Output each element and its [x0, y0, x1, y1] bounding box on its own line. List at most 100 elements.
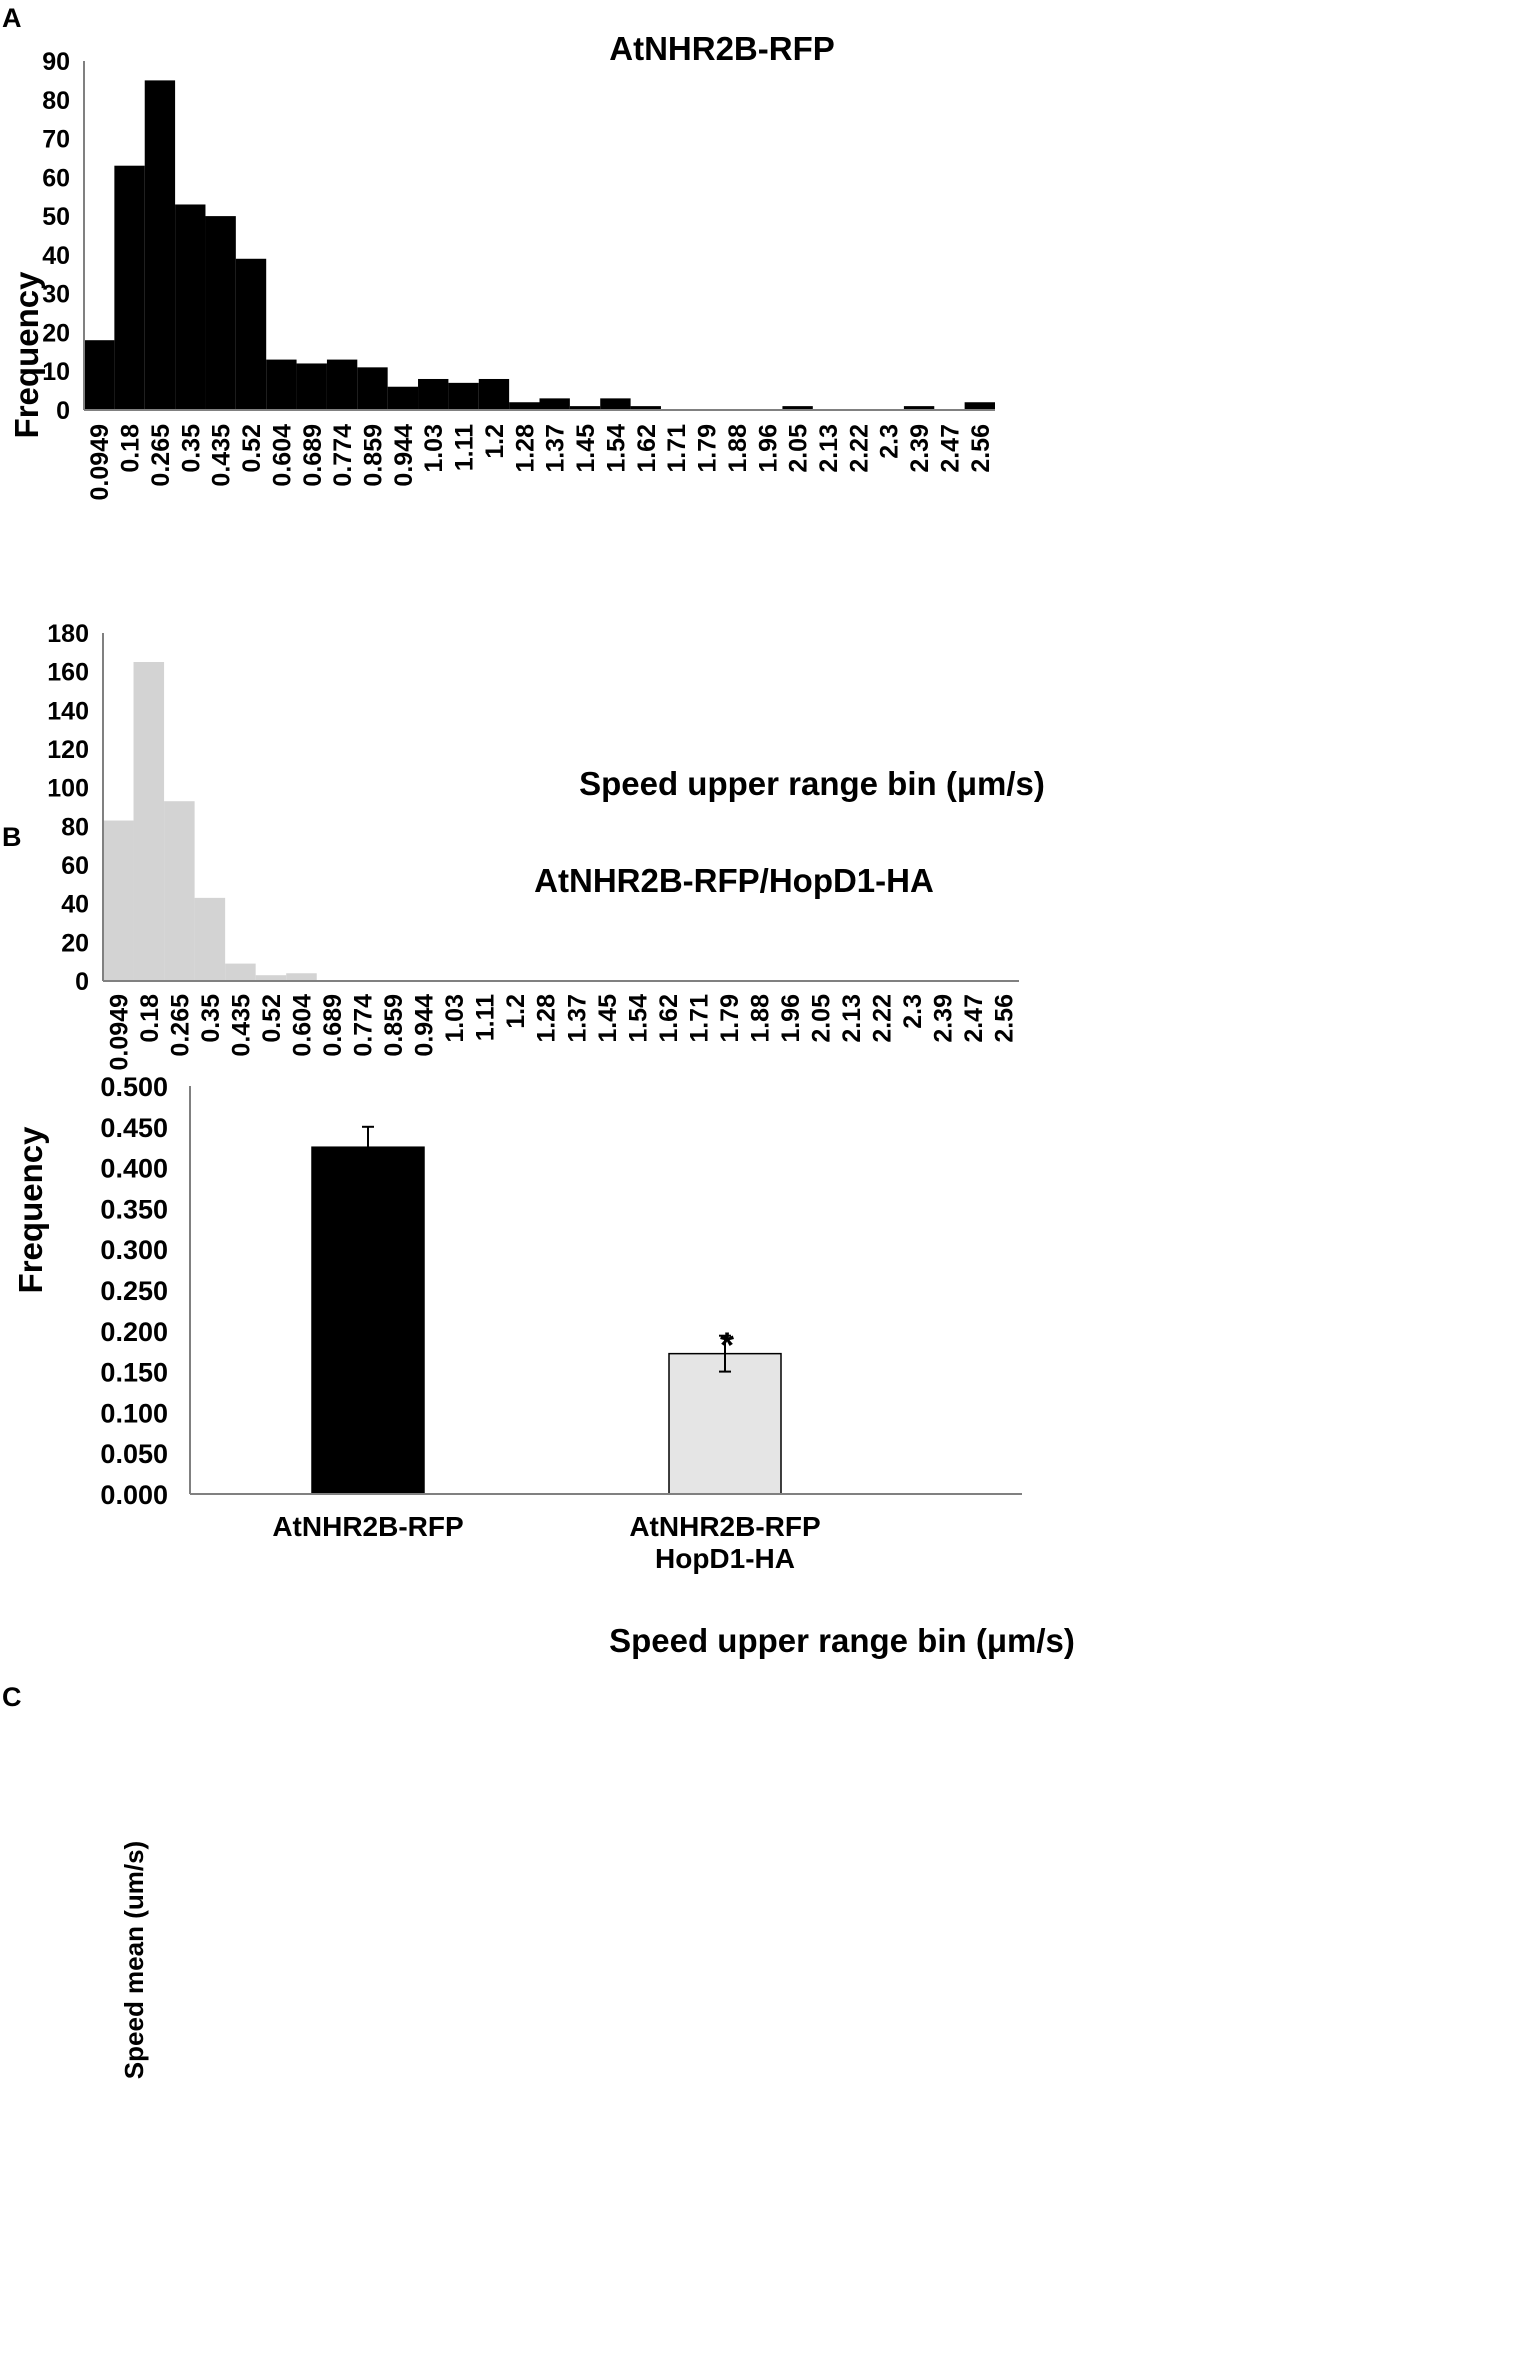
panel-c-ytick-label: 0.150 — [100, 1358, 168, 1388]
panel-b-xtick-label: 2.13 — [838, 994, 866, 1043]
panel-a-ylabel: Frequency — [8, 271, 45, 439]
panel-a-letter: A — [2, 3, 22, 33]
panel-c-category-label: AtNHR2B-RFP — [629, 1511, 820, 1542]
panel-c-ytick-label: 0.450 — [100, 1113, 168, 1143]
panel-a-xtick-label: 0.52 — [238, 424, 266, 473]
panel-b-xtick-label: 1.88 — [746, 994, 774, 1043]
panel-a-xtick-label: 1.54 — [602, 424, 630, 473]
panel-a-ytick-label: 30 — [42, 281, 70, 309]
panel-b-bar — [164, 801, 195, 981]
panel-c-category-label: HopD1-HA — [655, 1543, 795, 1574]
panel-b-xtick-label: 1.62 — [655, 994, 683, 1043]
panel-b-bar — [133, 662, 165, 981]
panel-a-ytick-label: 10 — [42, 358, 70, 386]
panel-a-xtick-label: 2.05 — [785, 424, 813, 473]
panel-a-bar — [509, 402, 540, 410]
panel-b-xtick-label: 2.56 — [991, 994, 1019, 1043]
panel-b-xtick-label: 1.28 — [533, 994, 561, 1043]
panel-b-xtick-label: 0.604 — [288, 994, 316, 1057]
panel-b-bar — [103, 820, 134, 981]
panel-a-bar — [630, 406, 661, 410]
panel-b-ytick-label: 20 — [61, 929, 89, 957]
panel-b-xtick-label: 0.859 — [380, 994, 408, 1057]
panel-a-xtick-label: 0.435 — [208, 424, 236, 487]
panel-b-xtick-label: 1.2 — [502, 994, 530, 1029]
panel-b-xtick-label: 0.689 — [319, 994, 347, 1057]
panel-c-bar — [311, 1146, 425, 1495]
panel-a-xtick-label: 1.71 — [663, 424, 691, 473]
panel-b-ytick-label: 60 — [61, 852, 89, 880]
panel-a-ytick-label: 70 — [42, 126, 70, 154]
panel-a-xtick-label: 0.774 — [329, 424, 357, 487]
panel-c-ytick-label: 0.000 — [100, 1480, 168, 1510]
panel-a-ytick-label: 80 — [42, 87, 70, 115]
panel-b-xtick-label: 1.79 — [716, 994, 744, 1043]
panel-c-ylabel: Speed mean (um/s) — [119, 1841, 149, 2079]
panel-b-ytick-label: 40 — [61, 891, 89, 919]
panel-a-xtick-label: 0.689 — [299, 424, 327, 487]
panel-a-bar — [114, 165, 145, 410]
panel-c-bar — [668, 1352, 782, 1495]
panel-b-xtick-label: 0.35 — [197, 994, 225, 1043]
panel-a-ytick-label: 0 — [56, 397, 70, 425]
panel-a-ytick-label: 20 — [42, 319, 70, 347]
panel-a-ytick-label: 90 — [42, 48, 70, 76]
panel-b-xtick-label: 1.11 — [472, 994, 500, 1041]
panel-c-ytick-label: 0.350 — [100, 1194, 168, 1224]
panel-a-bar — [782, 406, 813, 410]
panel-b-xtick-label: 0.774 — [350, 994, 378, 1057]
panel-a-xtick-label: 1.2 — [481, 424, 509, 459]
panel-a-xtick-label: 1.88 — [724, 424, 752, 473]
panel-b-ytick-label: 120 — [47, 736, 89, 764]
panel-a-xtick-label: 0.0949 — [86, 424, 114, 500]
panel-a-xtick-label: 2.56 — [967, 424, 995, 473]
panel-b-bar — [286, 973, 317, 981]
panel-b-letter: B — [2, 822, 22, 852]
panel-b-xtick-label: 2.22 — [869, 994, 897, 1043]
panel-b-xtick-label: 0.52 — [258, 994, 286, 1043]
panel-a-bar — [964, 402, 995, 410]
panel-c-significance-marker: * — [720, 1325, 734, 1366]
panel-b-ytick-label: 140 — [47, 697, 89, 725]
panel-b-xtick-label: 0.435 — [227, 994, 255, 1057]
panel-b-xtick-label: 2.47 — [960, 994, 988, 1043]
panel-b-xtick-label: 2.05 — [808, 994, 836, 1043]
panel-a-bar — [205, 216, 236, 410]
panel-a-ytick-label: 60 — [42, 164, 70, 192]
panel-a-bar — [418, 378, 449, 410]
panel-c-ytick-label: 0.300 — [100, 1235, 168, 1265]
panel-a-bar — [84, 340, 115, 410]
panel-c-ytick-label: 0.400 — [100, 1154, 168, 1184]
panel-b-ylabel: Frequency — [12, 1126, 49, 1294]
panel-b-xtick-label: 2.39 — [930, 994, 958, 1043]
panel-a-bar — [478, 378, 510, 410]
panel-a-bar — [569, 406, 601, 410]
panel-a-bar — [144, 80, 176, 410]
panel-a-xtick-label: 1.37 — [542, 424, 570, 473]
panel-a-xtick-label: 1.11 — [451, 424, 479, 471]
panel-a-ytick-label: 50 — [42, 203, 70, 231]
panel-b-ytick-label: 180 — [47, 620, 89, 648]
panel-b-xtick-label: 1.71 — [685, 994, 713, 1043]
panel-a-bar — [296, 363, 327, 410]
panel-a-xtick-label: 2.13 — [815, 424, 843, 473]
panel-c-ytick-label: 0.050 — [100, 1439, 168, 1469]
panel-a-xtick-label: 0.265 — [147, 424, 175, 487]
panel-a-xtick-label: 2.22 — [845, 424, 873, 473]
panel-c-plot: 0.000 0.050 0.100 0.150 0.200 0.250 0.300 0.350… — [100, 1072, 1022, 1574]
panel-a-bar — [903, 406, 935, 410]
panel-a-xtick-label: 0.604 — [268, 424, 296, 487]
panel-a-xtick-label: 2.39 — [906, 424, 934, 473]
panel-b-bar — [255, 975, 287, 981]
panel-b-xtick-label: 1.45 — [594, 994, 622, 1043]
panel-a-bar — [235, 258, 267, 410]
panel-b-xtick-label: 1.03 — [441, 994, 469, 1043]
panel-a-bar — [175, 204, 206, 410]
panel-c-ytick-label: 0.200 — [100, 1317, 168, 1347]
panel-c-ytick-label: 0.250 — [100, 1276, 168, 1306]
panel-b-xtick-label: 0.18 — [136, 994, 164, 1043]
panel-a-xtick-label: 1.96 — [754, 424, 782, 473]
panel-b-xtick-label: 0.265 — [166, 994, 194, 1057]
